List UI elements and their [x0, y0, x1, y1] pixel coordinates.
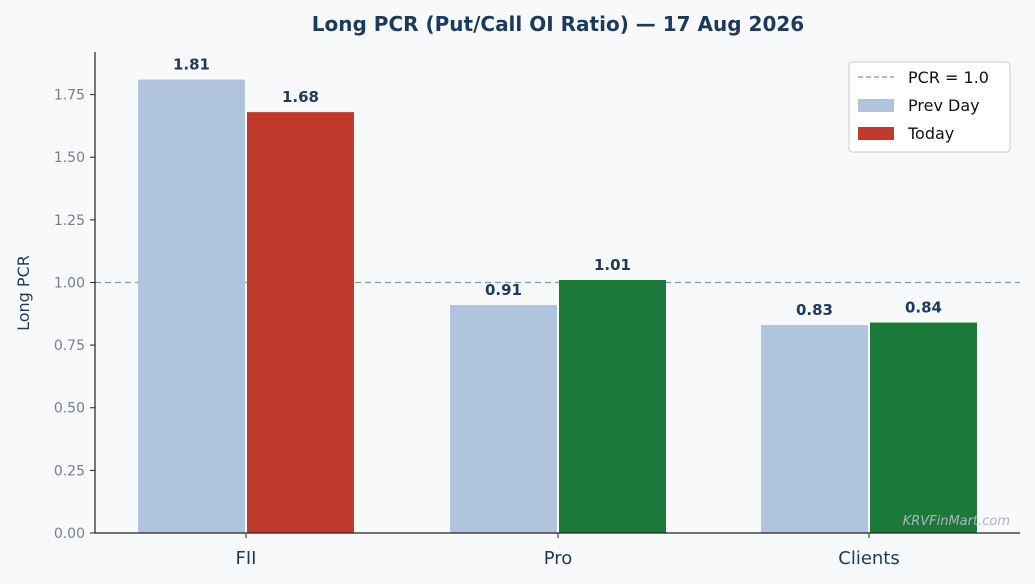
y-tick-label: 0.75 [54, 338, 85, 354]
y-tick-label: 1.75 [54, 88, 85, 104]
y-tick-label: 1.25 [54, 213, 85, 229]
legend-swatch-today [858, 127, 894, 140]
legend: PCR = 1.0 Prev Day Today [848, 61, 1011, 153]
bar-value-label: 1.81 [173, 56, 210, 74]
x-tick-label: FII [236, 548, 257, 569]
bar-value-label: 1.68 [282, 88, 319, 106]
x-tick-label: Clients [838, 548, 900, 569]
chart-title: Long PCR (Put/Call OI Ratio) — 17 Aug 20… [312, 12, 804, 36]
bar-pro-today [559, 279, 666, 533]
x-tick-label: Pro [544, 548, 573, 569]
legend-label: Prev Day [908, 96, 980, 115]
legend-swatch-prev-day [858, 99, 894, 112]
bar-clients-today [870, 322, 977, 533]
axis-layer: 0.00 0.25 0.50 0.75 1.00 1.25 1.50 1.75 FII Pro Cl… [54, 52, 1020, 569]
watermark: KRVFinMart.com [903, 514, 1010, 529]
bar-fii-today [247, 112, 354, 533]
y-tick-label: 0.00 [54, 526, 85, 542]
bar-value-label: 0.91 [485, 281, 522, 299]
bar-value-label: 1.01 [594, 256, 631, 274]
y-tick-label: 1.00 [54, 275, 85, 291]
y-tick-label: 0.25 [54, 463, 85, 479]
y-tick-label: 0.50 [54, 401, 85, 417]
bar-fii-prev-day [138, 79, 245, 534]
bar-value-label: 0.83 [796, 301, 833, 319]
bar-clients-prev-day [761, 325, 868, 533]
bars-layer: 1.81 0.91 0.83 1.68 1.01 0.84 [138, 56, 977, 534]
y-tick-label: 1.50 [54, 150, 85, 166]
y-axis-label: Long PCR [14, 255, 33, 331]
legend-label: Today [907, 124, 954, 143]
bar-pro-prev-day [450, 305, 557, 533]
legend-label: PCR = 1.0 [908, 68, 989, 87]
bar-value-label: 0.84 [905, 299, 942, 317]
